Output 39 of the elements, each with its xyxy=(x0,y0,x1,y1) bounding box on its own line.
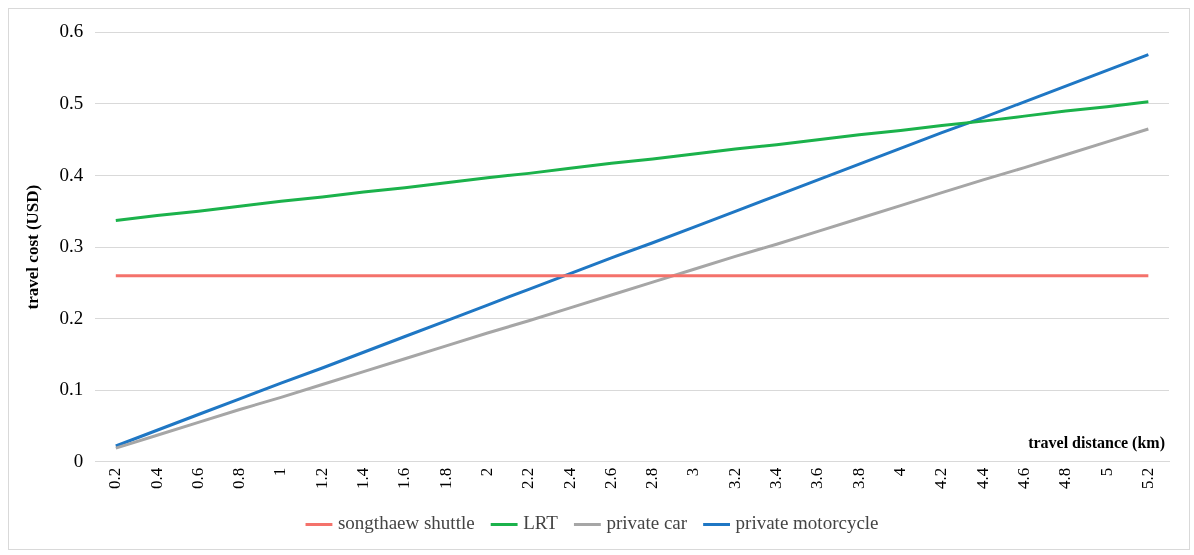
x-tick-label: 5.2 xyxy=(1137,467,1157,489)
y-tick-label: 0.5 xyxy=(59,91,84,113)
y-axis-title: travel cost (USD) xyxy=(22,184,42,310)
legend-label: private car xyxy=(606,512,688,534)
y-tick-label: 0.4 xyxy=(59,163,84,185)
x-tick-label: 1.4 xyxy=(353,467,373,489)
x-tick-label: 3.6 xyxy=(807,467,827,489)
y-tick-label: 0 xyxy=(73,449,84,471)
x-tick-label: 2.4 xyxy=(559,467,579,489)
y-tick-label: 0.2 xyxy=(59,306,84,328)
x-tick-label: 2.6 xyxy=(600,467,620,489)
x-tick-label: 2.2 xyxy=(518,467,538,489)
legend-label: LRT xyxy=(523,512,559,534)
y-tick-label: 0.1 xyxy=(59,378,84,400)
x-tick-label: 2.8 xyxy=(642,467,662,489)
x-tick-label: 1.2 xyxy=(311,467,331,489)
x-tick-label: 4.6 xyxy=(1013,467,1033,489)
x-tick-label: 4.8 xyxy=(1055,467,1075,489)
x-tick-label: 5 xyxy=(1096,467,1116,477)
x-tick-label: 1.8 xyxy=(435,467,455,489)
x-tick-label: 0.8 xyxy=(229,467,249,489)
y-tick-label: 0.3 xyxy=(59,235,84,257)
x-tick-label: 2 xyxy=(476,467,496,477)
legend-label: songthaew shuttle xyxy=(337,512,475,534)
x-axis-title: travel distance (km) xyxy=(1028,433,1165,452)
x-tick-label: 3.4 xyxy=(766,467,786,489)
x-tick-label: 0.6 xyxy=(187,467,207,489)
x-tick-label: 3.8 xyxy=(848,467,868,489)
x-tick-label: 4.4 xyxy=(972,467,992,489)
x-tick-label: 0.4 xyxy=(146,467,166,489)
x-tick-label: 4 xyxy=(890,467,910,477)
y-tick-label: 0.6 xyxy=(59,20,84,42)
x-tick-label: 0.2 xyxy=(105,467,125,489)
legend-label: private motorcycle xyxy=(735,512,879,534)
x-tick-label: 3 xyxy=(683,467,703,477)
x-tick-label: 3.2 xyxy=(724,467,744,489)
x-tick-label: 4.2 xyxy=(931,467,951,489)
x-tick-label: 1 xyxy=(270,467,290,477)
x-tick-label: 1.6 xyxy=(394,467,414,489)
